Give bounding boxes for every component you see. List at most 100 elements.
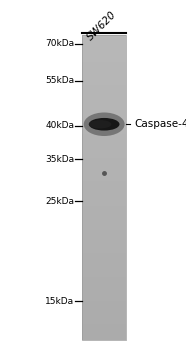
Bar — [82, 338, 126, 339]
Bar — [82, 228, 126, 230]
Bar — [82, 282, 126, 283]
Bar — [82, 242, 126, 244]
Bar — [82, 84, 126, 85]
Bar — [82, 275, 126, 277]
Bar — [82, 64, 126, 65]
Bar — [82, 93, 126, 94]
Bar — [82, 143, 126, 145]
Bar — [82, 134, 126, 135]
Bar — [82, 44, 126, 46]
Bar — [82, 308, 126, 309]
Bar — [82, 163, 126, 164]
Bar — [82, 317, 126, 318]
Text: 55kDa: 55kDa — [45, 76, 74, 85]
Bar — [82, 99, 126, 100]
Bar — [82, 213, 126, 215]
Bar — [82, 132, 126, 134]
Bar — [82, 244, 126, 245]
Bar — [82, 260, 126, 262]
Bar — [82, 274, 126, 275]
Bar — [82, 205, 126, 207]
Bar — [82, 65, 126, 67]
Bar — [82, 164, 126, 166]
Bar — [82, 113, 126, 114]
Bar — [82, 257, 126, 259]
Bar — [82, 291, 126, 292]
Bar — [82, 315, 126, 317]
Bar — [82, 38, 126, 40]
Bar — [82, 326, 126, 327]
Bar — [82, 271, 126, 273]
Bar — [82, 196, 126, 198]
Bar — [82, 204, 126, 205]
Bar — [82, 300, 126, 301]
Bar — [82, 58, 126, 60]
Bar — [82, 170, 126, 172]
Bar — [82, 180, 126, 181]
Bar — [82, 292, 126, 294]
Bar — [82, 119, 126, 120]
Bar — [82, 219, 126, 221]
Bar — [82, 221, 126, 222]
Bar — [82, 110, 126, 111]
Bar — [82, 106, 126, 108]
Bar — [82, 43, 126, 44]
Bar — [82, 289, 126, 291]
Bar — [82, 46, 126, 47]
Bar — [82, 148, 126, 149]
Bar — [82, 327, 126, 329]
Bar — [82, 174, 126, 175]
Bar — [82, 250, 126, 251]
Bar — [82, 85, 126, 87]
Text: Caspase-4: Caspase-4 — [134, 119, 186, 129]
Bar — [82, 336, 126, 338]
Bar — [82, 100, 126, 102]
Bar — [82, 247, 126, 248]
Bar — [82, 184, 126, 186]
Bar — [82, 270, 126, 271]
Bar — [82, 175, 126, 177]
Bar — [82, 73, 126, 75]
Bar — [82, 234, 126, 236]
Bar — [82, 161, 126, 163]
Bar — [82, 181, 126, 183]
Bar — [82, 335, 126, 336]
Bar — [82, 75, 126, 76]
Bar — [82, 49, 126, 50]
Bar — [82, 87, 126, 88]
Bar — [82, 248, 126, 250]
Bar — [82, 321, 126, 323]
Text: 25kDa: 25kDa — [45, 197, 74, 206]
Bar — [82, 256, 126, 257]
Bar — [82, 202, 126, 204]
Bar — [82, 314, 126, 315]
Bar — [82, 266, 126, 268]
Bar — [82, 55, 126, 56]
Bar — [82, 145, 126, 146]
Bar — [82, 35, 126, 36]
Bar — [82, 215, 126, 216]
Bar — [82, 154, 126, 155]
Bar — [82, 126, 126, 128]
Text: 35kDa: 35kDa — [45, 155, 74, 164]
Bar — [82, 146, 126, 148]
Bar — [82, 212, 126, 213]
Bar — [82, 60, 126, 61]
Bar — [82, 139, 126, 140]
Bar — [82, 105, 126, 106]
Bar — [82, 117, 126, 119]
Bar — [82, 91, 126, 93]
Bar — [82, 225, 126, 227]
Bar — [82, 122, 126, 123]
Bar — [82, 158, 126, 160]
Bar — [82, 135, 126, 137]
Bar — [82, 288, 126, 289]
Bar — [82, 128, 126, 130]
Bar — [82, 190, 126, 192]
Bar — [82, 61, 126, 62]
Bar — [82, 312, 126, 314]
Bar — [82, 41, 126, 43]
Bar — [82, 35, 126, 340]
Bar — [82, 152, 126, 154]
Bar — [82, 198, 126, 199]
